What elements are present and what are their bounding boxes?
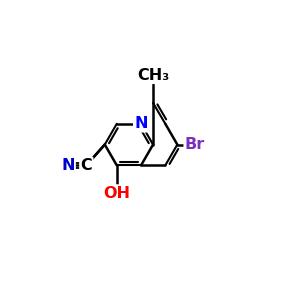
Text: N: N: [61, 158, 75, 173]
Text: Br: Br: [185, 137, 205, 152]
Text: CH₃: CH₃: [137, 68, 169, 83]
Text: C: C: [80, 158, 92, 173]
Text: N: N: [134, 116, 148, 131]
Text: OH: OH: [103, 186, 130, 201]
